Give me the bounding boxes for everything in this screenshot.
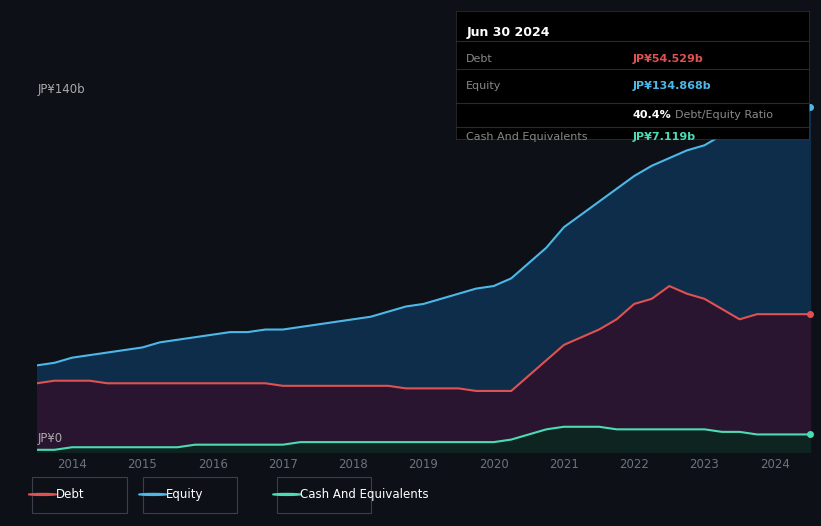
Text: Debt: Debt bbox=[466, 54, 493, 64]
FancyBboxPatch shape bbox=[32, 477, 126, 513]
Text: JP¥0: JP¥0 bbox=[38, 432, 63, 445]
Circle shape bbox=[139, 493, 167, 495]
Text: JP¥7.119b: JP¥7.119b bbox=[632, 132, 695, 141]
Text: Jun 30 2024: Jun 30 2024 bbox=[466, 26, 550, 39]
Text: 40.4%: 40.4% bbox=[632, 110, 671, 120]
Text: JP¥54.529b: JP¥54.529b bbox=[632, 54, 703, 64]
Text: JP¥134.868b: JP¥134.868b bbox=[632, 82, 711, 92]
Text: Cash And Equivalents: Cash And Equivalents bbox=[466, 132, 588, 141]
Circle shape bbox=[273, 493, 301, 495]
Circle shape bbox=[28, 493, 57, 495]
Text: Equity: Equity bbox=[166, 488, 204, 501]
FancyBboxPatch shape bbox=[143, 477, 237, 513]
Text: Debt: Debt bbox=[56, 488, 85, 501]
Text: Cash And Equivalents: Cash And Equivalents bbox=[300, 488, 429, 501]
Text: Equity: Equity bbox=[466, 82, 502, 92]
Text: JP¥140b: JP¥140b bbox=[38, 83, 85, 96]
FancyBboxPatch shape bbox=[277, 477, 371, 513]
Text: Debt/Equity Ratio: Debt/Equity Ratio bbox=[675, 110, 773, 120]
